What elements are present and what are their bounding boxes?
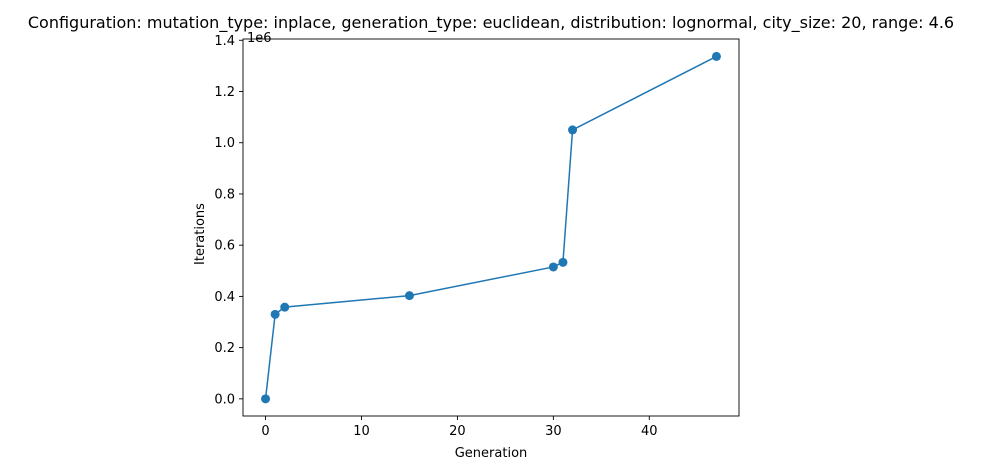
data-point [261, 394, 271, 404]
series-line [264, 55, 717, 399]
y-tick-label: 0.6 [214, 239, 235, 254]
x-tick-label: 0 [261, 424, 269, 439]
x-axis-label: Generation [455, 446, 528, 461]
y-tick-label: 0.0 [214, 392, 235, 407]
y-tick-label: 1.2 [214, 85, 235, 100]
y-tick-label: 1.4 [214, 34, 235, 49]
y-offset-label: 1e6 [247, 31, 272, 46]
axes-frame [242, 38, 740, 417]
chart-title: Configuration: mutation_type: inplace, g… [28, 13, 954, 33]
x-tick-label: 40 [641, 424, 658, 439]
y-axis-label: Iterations [193, 203, 208, 265]
x-tick-label: 10 [353, 424, 370, 439]
y-tick-label: 0.8 [214, 187, 235, 202]
x-tick-label: 30 [545, 424, 562, 439]
y-tick-label: 1.0 [214, 136, 235, 151]
y-tick-label: 0.2 [214, 341, 235, 356]
data-point [404, 291, 414, 301]
x-tick-label: 20 [449, 424, 466, 439]
data-point [558, 257, 568, 267]
y-axis: 0.0 0.2 0.4 0.6 0.8 1.0 1.2 1.4 [214, 34, 243, 407]
x-axis: 0 10 20 30 40 [261, 416, 658, 439]
data-point [568, 125, 578, 135]
data-point [711, 51, 721, 61]
data-point [270, 309, 280, 319]
y-tick-label: 0.4 [214, 290, 235, 305]
plot-area [242, 38, 740, 417]
data-point [280, 302, 290, 312]
data-point [548, 262, 558, 272]
